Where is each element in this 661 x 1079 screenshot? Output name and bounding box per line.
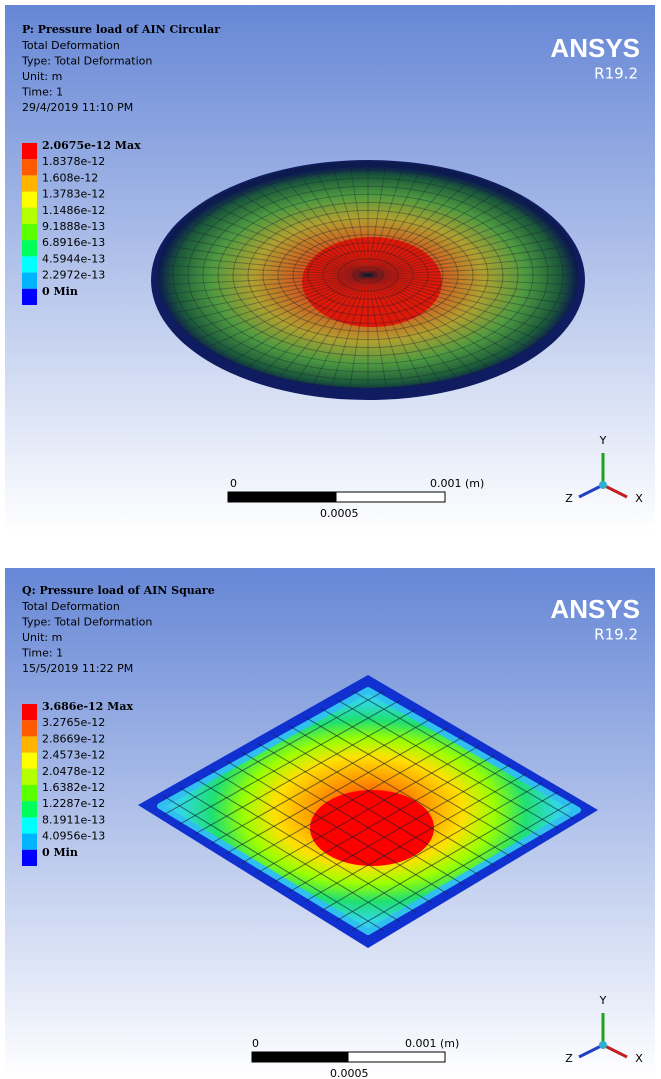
legend-swatch	[22, 240, 37, 256]
legend-label: 4.5944e-13	[42, 252, 105, 265]
panel-title: P: Pressure load of AIN Circular	[22, 23, 220, 36]
version: R19.2	[594, 65, 638, 83]
legend-label: 1.3783e-12	[42, 188, 105, 201]
legend-swatch	[22, 704, 37, 720]
legend-label: 3.686e-12 Max	[42, 700, 133, 713]
scale-label: 0.0005	[330, 1067, 369, 1079]
axis-label: Z	[565, 1052, 573, 1065]
legend-swatch	[22, 753, 37, 769]
scale-label: 0.0005	[320, 507, 359, 520]
legend-label: 6.8916e-13	[42, 236, 105, 249]
axis-label: X	[635, 492, 643, 505]
legend-label: 3.2765e-12	[42, 716, 105, 729]
legend-label: 0 Min	[42, 285, 78, 298]
legend-swatch	[22, 289, 37, 305]
legend-label: 2.0675e-12 Max	[42, 139, 141, 152]
legend-swatch	[22, 192, 37, 208]
legend-label: 1.1486e-12	[42, 204, 105, 217]
info-line: Type: Total Deformation	[21, 55, 152, 68]
legend-swatch	[22, 143, 37, 159]
axis-label: Y	[599, 994, 607, 1007]
legend-swatch	[22, 785, 37, 801]
mesh	[158, 162, 578, 388]
version: R19.2	[594, 626, 638, 644]
plate-max-region	[310, 790, 434, 866]
info-line: Unit: m	[22, 631, 62, 644]
info-line: Time: 1	[21, 647, 63, 660]
scale-label: 0	[252, 1037, 259, 1050]
legend-label: 1.2287e-12	[42, 797, 105, 810]
legend-label: 1.6382e-12	[42, 781, 105, 794]
logo: ANSYS	[550, 33, 640, 63]
legend-label: 8.1911e-13	[42, 813, 105, 826]
scale-bar-fill	[228, 492, 337, 502]
axis-origin	[599, 1041, 607, 1049]
axis-label: Z	[565, 492, 573, 505]
info-line: 29/4/2019 11:10 PM	[22, 101, 133, 114]
info-line: Type: Total Deformation	[21, 616, 152, 629]
legend-swatch	[22, 817, 37, 833]
screenshot: P: Pressure load of AIN Circular Total De…	[0, 0, 661, 1079]
axis-label: Y	[599, 434, 607, 447]
legend-swatch	[22, 720, 37, 736]
legend-label: 2.8669e-12	[42, 732, 105, 745]
legend-swatch	[22, 224, 37, 240]
info-line: Time: 1	[21, 86, 63, 99]
info-line: 15/5/2019 11:22 PM	[22, 662, 133, 675]
legend-swatch	[22, 834, 37, 850]
legend-label: 0 Min	[42, 846, 78, 859]
scale-label: 0.001 (m)	[405, 1037, 459, 1050]
info-line: Total Deformation	[21, 39, 120, 52]
legend-label: 4.0956e-13	[42, 830, 105, 843]
legend-swatch	[22, 273, 37, 289]
scale-label: 0	[230, 477, 237, 490]
legend-swatch	[22, 175, 37, 191]
legend-swatch	[22, 208, 37, 224]
scale-label: 0.001 (m)	[430, 477, 484, 490]
legend-label: 2.2972e-13	[42, 269, 105, 282]
legend-swatch	[22, 736, 37, 752]
legend-label: 1.608e-12	[42, 171, 98, 184]
info-line: Total Deformation	[21, 600, 120, 613]
legend-swatch	[22, 256, 37, 272]
legend-label: 9.1888e-13	[42, 220, 105, 233]
legend-swatch	[22, 850, 37, 866]
legend-swatch	[22, 769, 37, 785]
info-line: Unit: m	[22, 70, 62, 83]
panel-title: Q: Pressure load of AIN Square	[22, 584, 215, 597]
legend-label: 2.4573e-12	[42, 749, 105, 762]
logo: ANSYS	[550, 594, 640, 624]
axis-origin	[599, 481, 607, 489]
axis-label: X	[635, 1052, 643, 1065]
scale-bar-fill	[252, 1052, 349, 1062]
legend-swatch	[22, 159, 37, 175]
legend-label: 1.8378e-12	[42, 155, 105, 168]
legend-label: 2.0478e-12	[42, 765, 105, 778]
legend-swatch	[22, 801, 37, 817]
